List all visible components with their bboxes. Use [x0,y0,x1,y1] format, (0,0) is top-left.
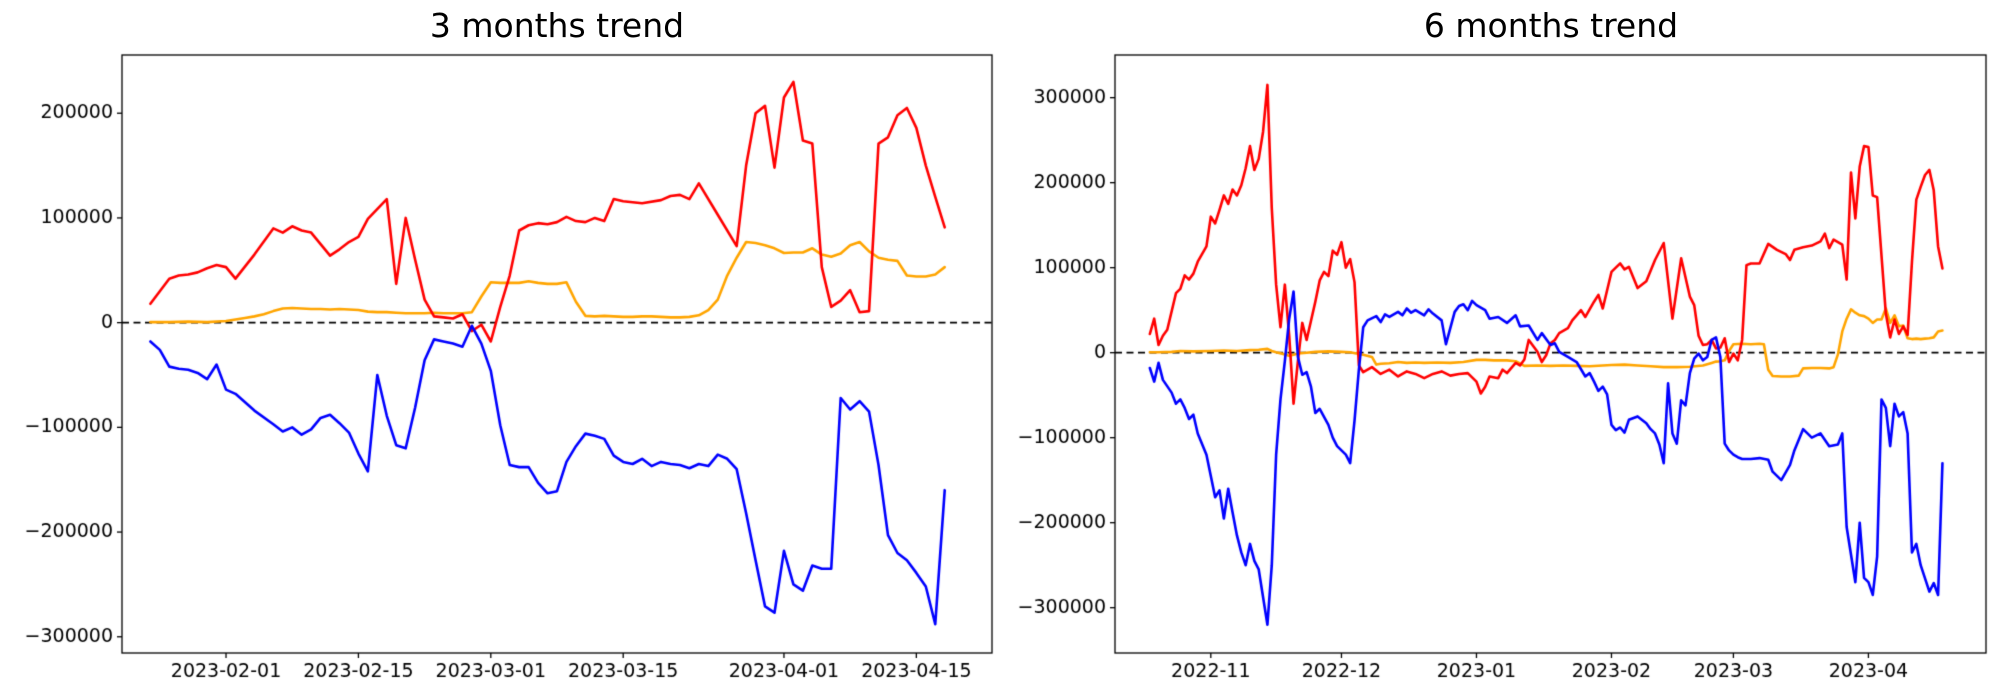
chart-title-6-months: 6 months trend [1423,6,1679,45]
chart-title-3-months: 3 months trend [429,6,685,45]
